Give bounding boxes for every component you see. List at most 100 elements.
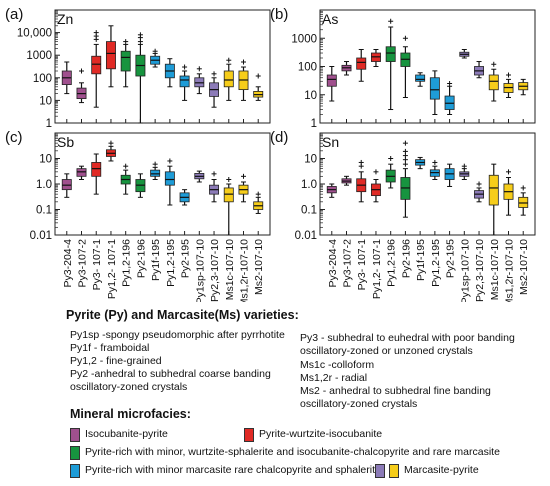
box-12 [238, 59, 249, 101]
box-12 [238, 173, 249, 203]
y-tick-label: 0.01 [295, 230, 317, 242]
box-body [488, 74, 499, 91]
category-label: Ms1c-107-10 [489, 239, 501, 300]
category-label: Py1f-195 [415, 239, 427, 281]
box-body [164, 171, 175, 186]
swatch-marcasite-pyrite-yellow [389, 464, 399, 478]
box-3 [370, 169, 381, 203]
box-13 [253, 73, 264, 101]
plot-frame [54, 132, 271, 236]
chart-panel-zn: 1 10 100 1000 10,000 (a) Zn [5, 6, 271, 130]
box-11 [488, 61, 499, 102]
microfacies-pyrite-rich-marcasite: Pyrite-rich with minor marcasite rare ch… [85, 464, 381, 476]
y-tick-label: 100 [33, 73, 52, 85]
swatch-isocubanite-pyrite [70, 428, 80, 442]
y-tick-label: 0.1 [301, 205, 317, 217]
variety-ms1c: Ms1c -colloform [300, 359, 375, 371]
box-12 [503, 169, 514, 216]
y-tick-label: 1.0 [36, 179, 52, 191]
box-body [415, 74, 426, 82]
swatch-pyrite-wurtzite-isocubanite [244, 428, 254, 442]
box-8 [179, 189, 190, 206]
plot-frame [319, 9, 536, 124]
box-1 [76, 68, 87, 104]
category-label: Ms2-107-10 [253, 239, 265, 295]
category-label: Py1sp-107-10 [459, 239, 471, 302]
box-2 [91, 30, 102, 108]
box-body [385, 46, 396, 62]
element-label: Sn [322, 134, 339, 150]
box-body [326, 74, 337, 87]
box-6 [150, 48, 161, 68]
y-tick-label: 0.01 [30, 230, 52, 242]
category-label: Ms1c-107-10 [224, 239, 236, 300]
category-label: Ms2-107-10 [518, 239, 530, 295]
box-0 [326, 66, 337, 102]
category-label: Py3-107-2 [342, 239, 354, 288]
box-2 [91, 153, 102, 195]
element-label: Sb [57, 134, 74, 150]
varieties-title: Pyrite (Py) and Marcasite(Ms) varieties: [66, 308, 299, 322]
legend: Pyrite (Py) and Marcasite(Ms) varieties:… [0, 302, 550, 486]
y-tick-label: 1 [46, 118, 52, 130]
box-10 [209, 171, 220, 203]
box-11 [488, 163, 499, 236]
box-body [488, 174, 499, 206]
box-body [223, 70, 234, 88]
box-0 [61, 173, 72, 198]
box-3 [370, 48, 381, 67]
box-5 [400, 140, 411, 218]
microfacies-isocubanite-pyrite: Isocubanite-pyrite [85, 428, 168, 440]
box-body [150, 169, 161, 177]
box-9 [194, 170, 205, 183]
box-5 [400, 35, 411, 98]
category-label: Py1,2- 107-1 [371, 239, 383, 299]
variety-ms2: Ms2 - anhedral to subhedral fine banding… [300, 385, 491, 410]
panel-label: (b) [270, 6, 288, 23]
box-5 [135, 32, 146, 124]
y-tick-label: 10,000 [17, 28, 52, 40]
box-9 [459, 163, 470, 181]
box-8 [179, 64, 190, 101]
box-11 [223, 177, 234, 236]
box-2 [356, 159, 367, 203]
box-body [120, 50, 131, 72]
box-7 [164, 158, 175, 206]
box-4 [385, 18, 396, 111]
box-13 [253, 191, 264, 214]
element-label: As [322, 11, 338, 27]
category-label: Py2-195 [180, 239, 192, 278]
box-8 [444, 81, 455, 115]
chart-panel-sn: 0.01 0.1 1.0 10 (d) Sn Py3-204-4 Py3-107-2 Py3- … [270, 129, 536, 302]
box-body [223, 187, 234, 203]
box-4 [385, 156, 396, 189]
category-label: Py3- 107-1 [356, 239, 368, 291]
category-label: Py3-107-2 [77, 239, 89, 288]
y-tick-label: 0.1 [36, 205, 52, 217]
box-7 [429, 159, 440, 181]
box-4 [120, 163, 131, 195]
box-body [76, 168, 87, 177]
variety-py2: Py2 -anhedral to subhedral coarse bandin… [70, 368, 271, 393]
box-8 [444, 163, 455, 187]
category-label: Py2-196 [135, 239, 147, 278]
box-1 [76, 165, 87, 181]
category-label: Py1,2- 107-1 [106, 239, 118, 299]
microfacies-pyrite-wurtzite-isocubanite: Pyrite-wurtzite-isocubanite [259, 428, 383, 440]
category-label: Py3- 107-1 [91, 239, 103, 291]
box-5 [135, 173, 146, 198]
variety-py1f: Py1f - framboidal [70, 342, 150, 354]
category-label: Py1,2-196 [386, 239, 398, 287]
panel-label: (d) [270, 129, 288, 146]
category-label: Py1,2-195 [430, 239, 442, 287]
category-label: Py2-196 [400, 239, 412, 278]
box-6 [415, 156, 426, 170]
box-6 [415, 72, 426, 87]
category-label: Py1sp-107-10 [194, 239, 206, 302]
box-body [105, 41, 116, 70]
box-1 [341, 61, 352, 76]
chart-panel-as: 1 10 100 1000(b) As [270, 6, 536, 130]
box-0 [61, 61, 72, 95]
y-tick-label: 10 [39, 95, 52, 107]
box-10 [474, 61, 485, 79]
